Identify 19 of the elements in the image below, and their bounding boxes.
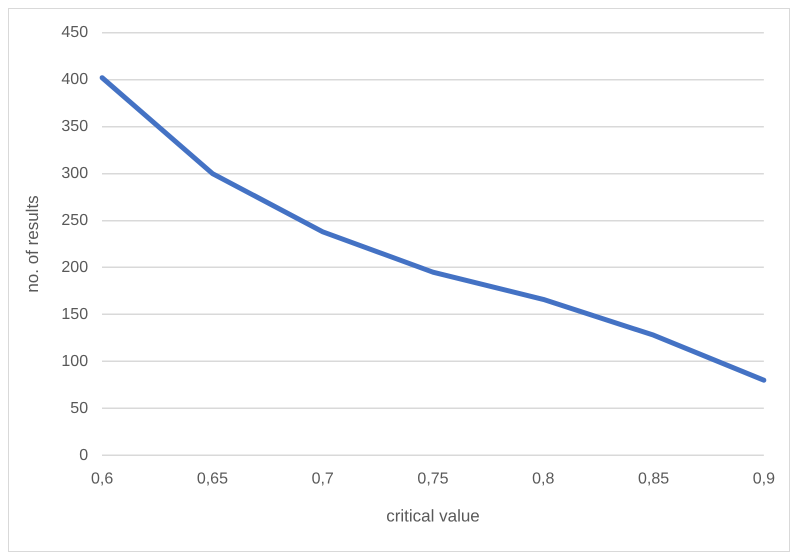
y-tick-label: 450 (61, 24, 88, 42)
x-axis-title: critical value (386, 506, 480, 526)
y-tick-label: 350 (61, 118, 88, 135)
y-tick-label: 200 (61, 258, 88, 276)
y-tick-label: 50 (70, 400, 88, 417)
x-tick-label: 0,85 (638, 470, 670, 488)
y-tick-label: 400 (61, 70, 88, 88)
y-tick-label: 0 (79, 446, 88, 464)
x-tick-label: 0,65 (196, 470, 228, 488)
x-tick-label: 0,9 (752, 470, 776, 488)
y-tick-label: 100 (61, 352, 88, 370)
x-tick-label: 0,6 (90, 470, 114, 488)
x-tick-label: 0,8 (532, 470, 555, 488)
y-tick-label: 300 (61, 164, 88, 182)
y-tick-label: 150 (61, 306, 88, 323)
x-tick-label: 0,75 (417, 470, 449, 488)
x-tick-label: 0,7 (312, 470, 334, 488)
y-tick-label: 250 (61, 212, 88, 229)
y-axis-title: no. of results (22, 195, 42, 293)
